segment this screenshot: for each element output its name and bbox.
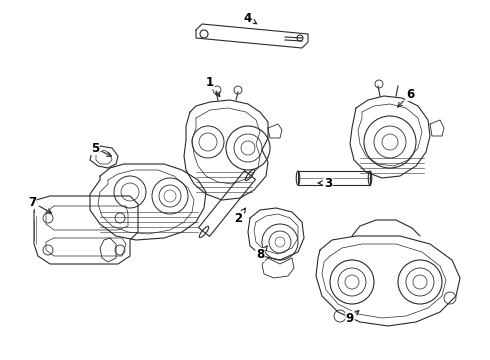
- Text: 9: 9: [346, 311, 359, 324]
- Text: 8: 8: [256, 246, 267, 261]
- Text: 6: 6: [398, 87, 414, 107]
- Text: 3: 3: [318, 176, 332, 189]
- Text: 2: 2: [234, 208, 245, 225]
- Text: 1: 1: [206, 76, 220, 96]
- Text: 4: 4: [244, 12, 257, 24]
- Text: 5: 5: [91, 141, 111, 156]
- Text: 7: 7: [28, 195, 51, 213]
